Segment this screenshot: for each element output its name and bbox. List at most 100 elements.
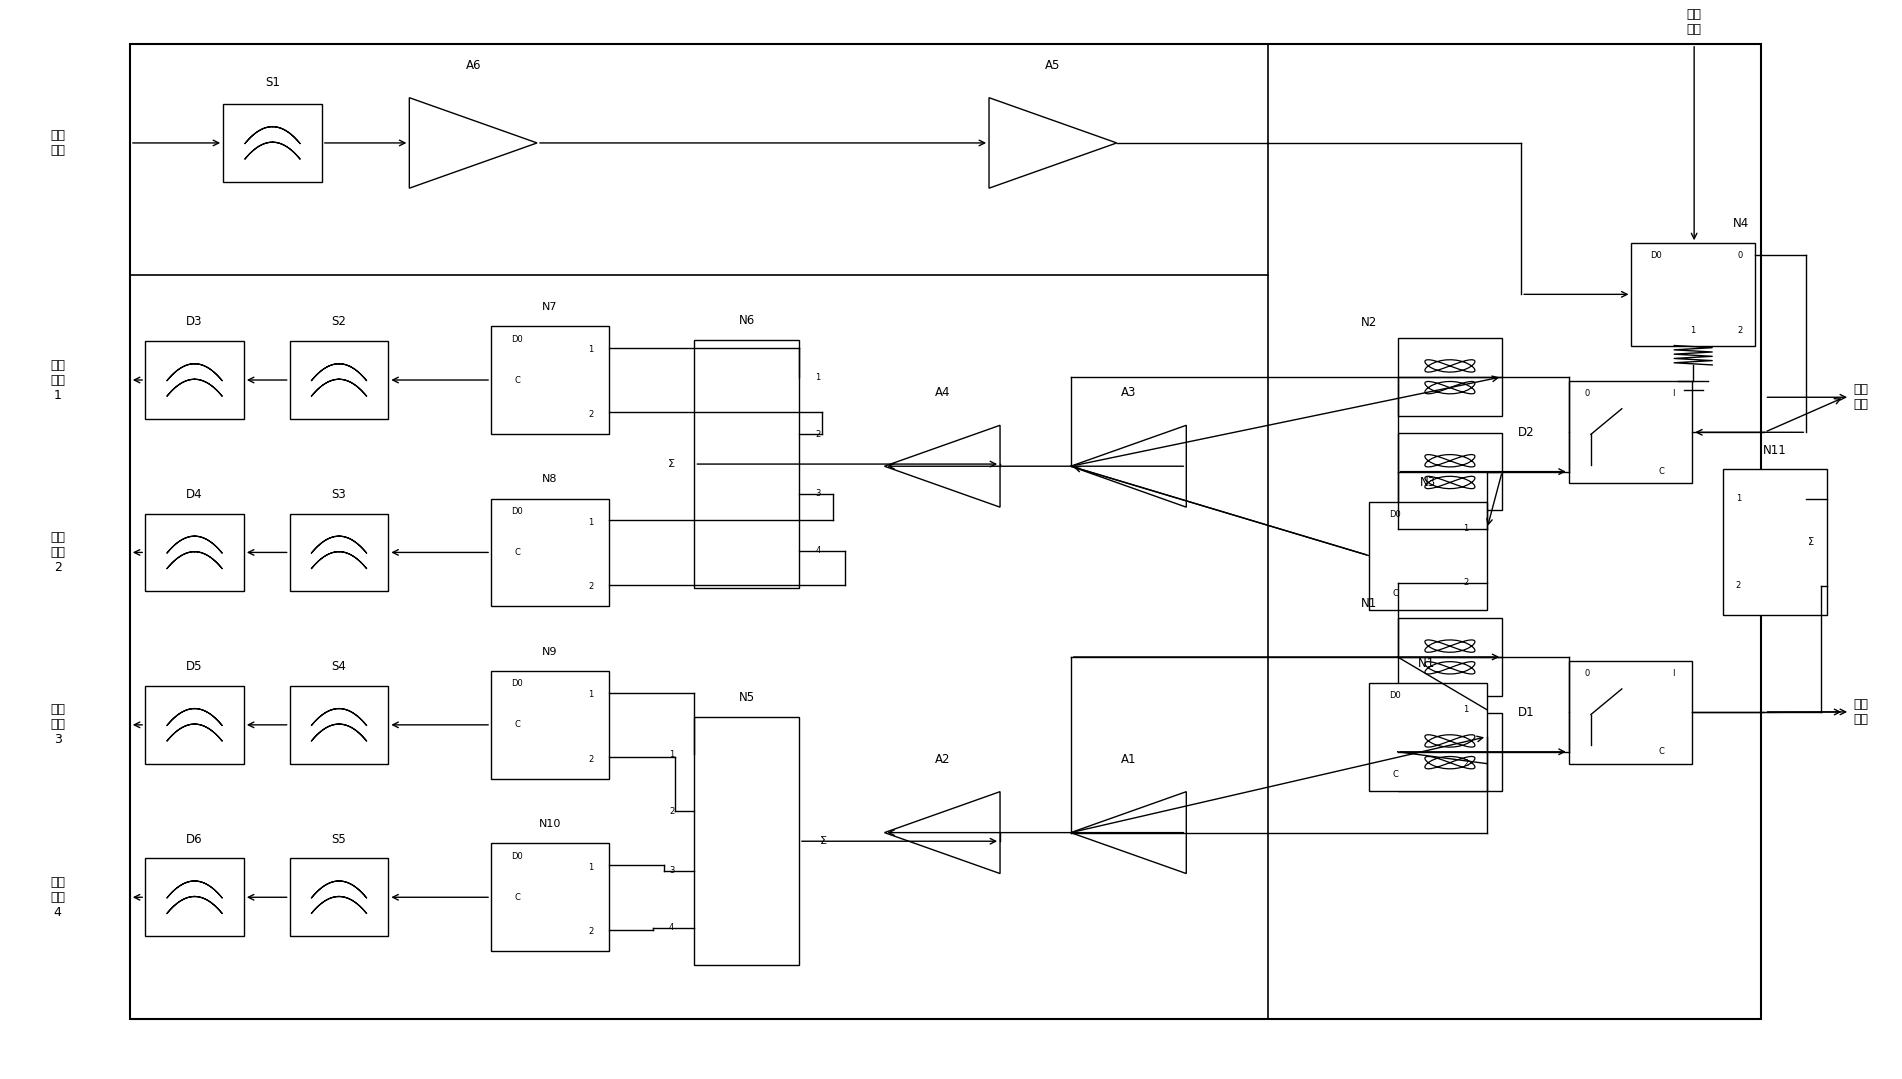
Bar xyxy=(491,498,609,606)
Text: S1: S1 xyxy=(264,77,280,90)
Polygon shape xyxy=(884,425,1000,507)
Text: 2: 2 xyxy=(670,807,673,816)
Text: I: I xyxy=(1672,388,1676,398)
Text: 右旋
天线: 右旋 天线 xyxy=(1854,698,1870,726)
Text: S3: S3 xyxy=(331,488,346,501)
Text: D0: D0 xyxy=(512,851,523,861)
Text: 4: 4 xyxy=(670,924,673,932)
Text: N4: N4 xyxy=(1733,217,1748,230)
Text: 2: 2 xyxy=(588,410,593,419)
Text: C: C xyxy=(1392,770,1398,779)
Text: 2: 2 xyxy=(1463,760,1468,768)
Text: D0: D0 xyxy=(1388,510,1402,519)
Text: A2: A2 xyxy=(934,753,949,766)
Text: D3: D3 xyxy=(186,315,204,328)
Bar xyxy=(145,859,243,937)
Text: 0: 0 xyxy=(1584,388,1590,398)
Text: D6: D6 xyxy=(186,833,204,846)
Text: Σ: Σ xyxy=(668,459,675,469)
Polygon shape xyxy=(1071,425,1187,507)
Text: 2: 2 xyxy=(588,583,593,591)
Bar xyxy=(694,340,799,588)
Text: N8: N8 xyxy=(542,474,557,484)
Text: 接收
波束
1: 接收 波束 1 xyxy=(49,358,65,401)
Text: Σ: Σ xyxy=(820,836,827,846)
Text: 1: 1 xyxy=(1737,494,1740,503)
Text: N1: N1 xyxy=(1419,657,1438,670)
Text: 1: 1 xyxy=(588,862,593,872)
Text: N9: N9 xyxy=(542,646,557,657)
Text: S4: S4 xyxy=(331,660,346,673)
Text: 3: 3 xyxy=(670,866,675,875)
Bar xyxy=(1569,381,1693,483)
Text: 2: 2 xyxy=(588,927,593,937)
Text: 左旋
天线: 左旋 天线 xyxy=(1854,383,1870,411)
Text: 1: 1 xyxy=(1463,706,1468,714)
Bar xyxy=(289,514,388,591)
Text: 校准
波束: 校准 波束 xyxy=(1687,9,1702,37)
Text: A5: A5 xyxy=(1046,59,1061,72)
Text: 3: 3 xyxy=(816,489,820,498)
Text: D1: D1 xyxy=(1518,706,1535,719)
Bar xyxy=(491,844,609,952)
Text: N2: N2 xyxy=(1362,316,1377,329)
Bar xyxy=(129,44,1761,1019)
Bar xyxy=(289,859,388,937)
Text: D0: D0 xyxy=(1388,692,1402,700)
Text: 2: 2 xyxy=(816,429,820,439)
Text: C: C xyxy=(1659,467,1664,476)
Text: D2: D2 xyxy=(1518,426,1535,439)
Text: N1: N1 xyxy=(1362,597,1377,610)
Text: C: C xyxy=(514,375,519,384)
Bar xyxy=(223,105,321,181)
Text: 接收
波束
2: 接收 波束 2 xyxy=(49,531,65,574)
Text: D4: D4 xyxy=(186,488,204,501)
Bar xyxy=(1369,502,1487,610)
Text: A1: A1 xyxy=(1120,753,1135,766)
Bar xyxy=(1398,713,1503,791)
Text: 2: 2 xyxy=(1737,582,1740,590)
Text: 1: 1 xyxy=(1691,326,1697,334)
Polygon shape xyxy=(884,792,1000,874)
Text: 1: 1 xyxy=(816,373,820,382)
Text: A3: A3 xyxy=(1120,386,1135,399)
Text: I: I xyxy=(1672,669,1676,678)
Text: 发射
波束: 发射 波束 xyxy=(49,128,65,156)
Text: N5: N5 xyxy=(738,692,755,705)
Text: N3: N3 xyxy=(1421,476,1436,489)
Bar xyxy=(1632,243,1756,345)
Text: C: C xyxy=(514,548,519,557)
Bar xyxy=(289,686,388,764)
Polygon shape xyxy=(409,98,536,188)
Text: N7: N7 xyxy=(542,302,557,312)
Text: D0: D0 xyxy=(1651,251,1662,260)
Text: 2: 2 xyxy=(1463,578,1468,587)
Bar xyxy=(1569,661,1693,764)
Text: S5: S5 xyxy=(331,833,346,846)
Text: C: C xyxy=(1659,747,1664,756)
Bar xyxy=(145,514,243,591)
Text: 接收
波束
4: 接收 波束 4 xyxy=(49,876,65,918)
Bar xyxy=(1398,618,1503,696)
Text: S2: S2 xyxy=(331,315,346,328)
Text: 0: 0 xyxy=(1584,669,1590,678)
Text: D0: D0 xyxy=(512,334,523,343)
Text: 4: 4 xyxy=(816,546,820,556)
Text: 0: 0 xyxy=(1738,251,1742,260)
Text: N11: N11 xyxy=(1763,443,1786,456)
Text: 1: 1 xyxy=(588,518,593,527)
Text: A6: A6 xyxy=(466,59,481,72)
Bar xyxy=(1723,469,1828,615)
Polygon shape xyxy=(989,98,1116,188)
Text: N10: N10 xyxy=(538,819,561,829)
Text: D0: D0 xyxy=(512,507,523,516)
Text: 1: 1 xyxy=(588,345,593,354)
Bar xyxy=(491,326,609,434)
Text: C: C xyxy=(514,721,519,729)
Text: D5: D5 xyxy=(186,660,204,673)
Bar xyxy=(694,718,799,965)
Bar xyxy=(1369,683,1487,791)
Text: 2: 2 xyxy=(588,755,593,764)
Text: A4: A4 xyxy=(934,386,949,399)
Bar xyxy=(1398,338,1503,415)
